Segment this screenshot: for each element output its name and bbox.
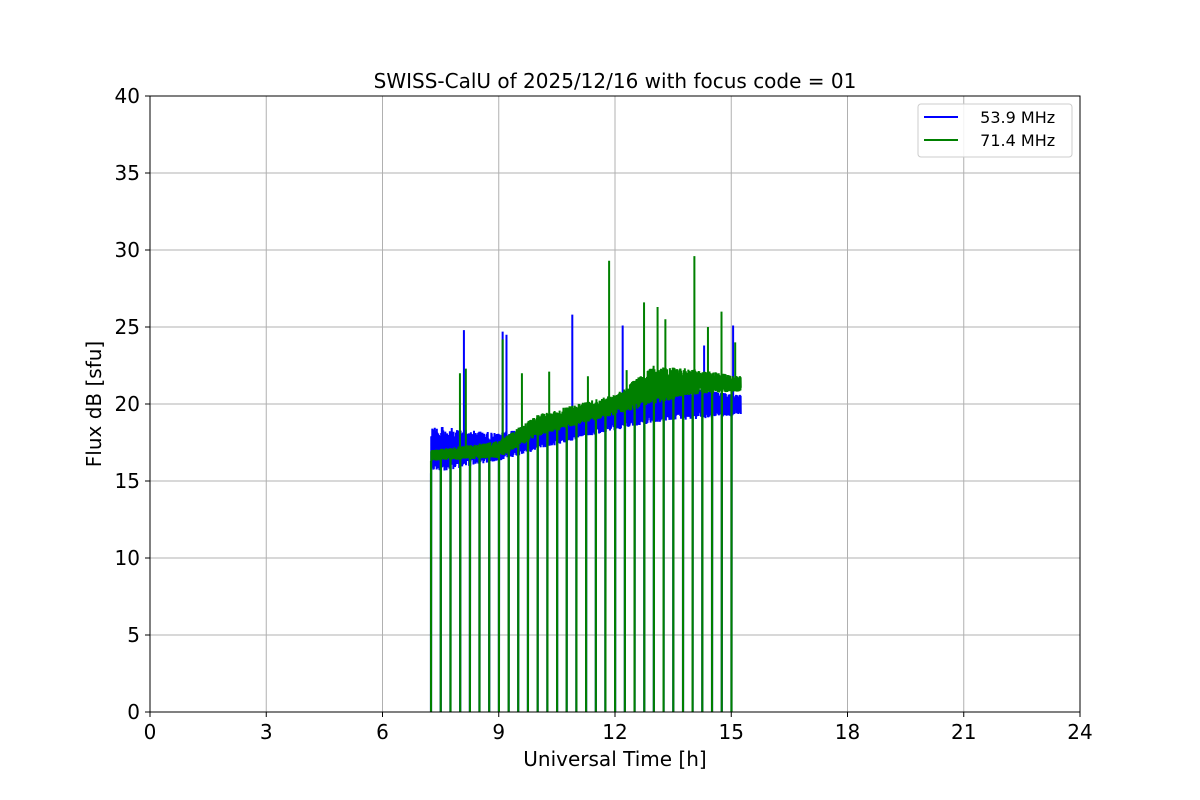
y-tick-label: 10 <box>115 546 140 570</box>
y-tick-label: 40 <box>115 84 140 108</box>
y-tick-label: 20 <box>115 392 140 416</box>
x-tick-label: 3 <box>260 720 273 744</box>
y-tick-label: 5 <box>127 623 140 647</box>
x-tick-label: 6 <box>376 720 389 744</box>
legend-label-53-9: 53.9 MHz <box>970 108 1055 127</box>
legend: 53.9 MHz 71.4 MHz <box>917 103 1073 158</box>
series-line-71-4-mhz <box>429 256 742 712</box>
x-tick-label: 0 <box>144 720 157 744</box>
y-tick-label: 35 <box>115 161 140 185</box>
series-layer <box>429 256 742 712</box>
y-axis-label: Flux dB [sfu] <box>82 341 106 467</box>
x-tick-label: 9 <box>492 720 505 744</box>
x-tick-label: 15 <box>719 720 744 744</box>
y-tick-label: 15 <box>115 469 140 493</box>
y-tick-label: 25 <box>115 315 140 339</box>
x-axis-label: Universal Time [h] <box>523 747 706 771</box>
x-tick-label: 21 <box>951 720 976 744</box>
y-tick-label: 30 <box>115 238 140 262</box>
x-tick-label: 18 <box>835 720 860 744</box>
legend-label-71-4: 71.4 MHz <box>970 131 1055 150</box>
x-tick-label: 24 <box>1067 720 1092 744</box>
ticks: 0 3 6 9 12 15 18 21 24 0 5 10 15 20 25 30 35 40 <box>115 84 1093 744</box>
x-tick-label: 12 <box>602 720 627 744</box>
y-tick-label: 0 <box>127 700 140 724</box>
chart-title: SWISS-CalU of 2025/12/16 with focus code… <box>374 69 857 93</box>
